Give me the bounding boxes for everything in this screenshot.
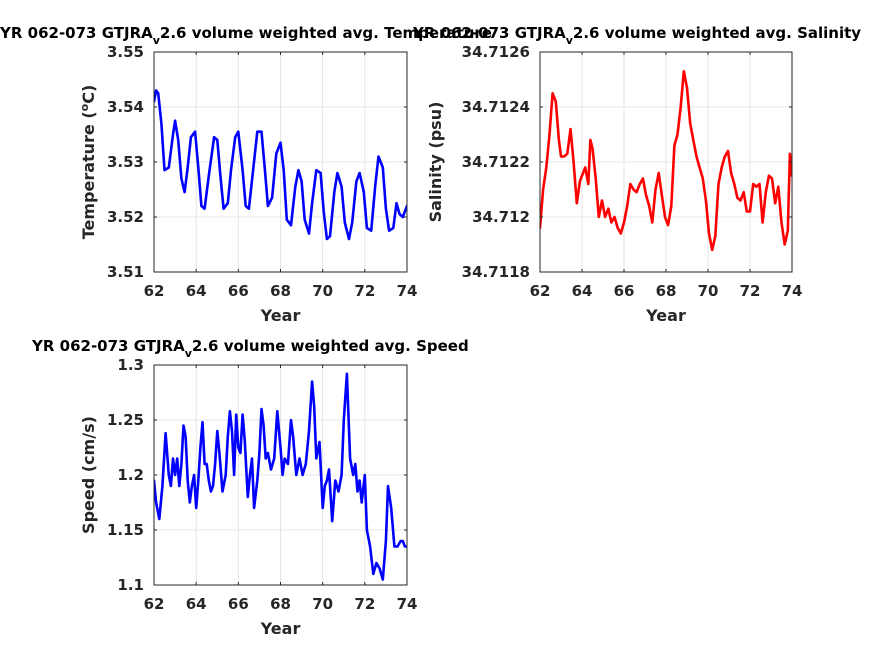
x-tick-label: 72	[354, 595, 375, 613]
y-axis-label: Speed (cm/s)	[79, 416, 98, 534]
y-tick-label: 3.52	[107, 208, 144, 226]
y-tick-label: 34.7126	[462, 43, 530, 61]
y-tick-label: 3.55	[107, 43, 144, 61]
x-tick-label: 74	[782, 282, 803, 300]
chart-panel-1: 62 64 66 68 70 72 74 3.51 3.52 3.53 3.54 3.55 Year Te…	[0, 24, 492, 325]
x-tick-label: 66	[228, 595, 249, 613]
chart-panel-2: 62 64 66 68 70 72 74 34.7118 34.712 34.7122 34.712…	[412, 24, 861, 325]
y-tick-label: 34.7124	[462, 98, 530, 116]
chart-title: YR 062-073 GTJRAv2.6 volume weighted avg…	[412, 24, 861, 47]
series-line	[154, 89, 407, 241]
y-tick-label: 3.54	[107, 98, 144, 116]
y-tick-label: 34.7122	[462, 153, 530, 171]
y-tick-label: 1.15	[107, 521, 144, 539]
y-axis-label: Salinity (psu)	[426, 102, 445, 223]
y-tick-label: 1.2	[117, 466, 144, 484]
x-tick-label: 64	[186, 282, 207, 300]
x-tick-label: 66	[228, 282, 249, 300]
chart-title: YR 062-073 GTJRAv2.6 volume weighted avg…	[31, 337, 469, 360]
x-axis-label: Year	[645, 306, 686, 325]
y-tick-label: 3.53	[107, 153, 144, 171]
x-tick-label: 72	[354, 282, 375, 300]
y-tick-label: 1.3	[117, 356, 144, 374]
x-axis-label: Year	[260, 619, 301, 638]
series-line	[540, 70, 792, 252]
x-tick-label: 68	[656, 282, 677, 300]
x-tick-label: 70	[312, 282, 333, 300]
x-tick-label: 74	[397, 282, 418, 300]
x-axis-label: Year	[260, 306, 301, 325]
x-tick-label: 72	[740, 282, 761, 300]
x-tick-label: 62	[144, 595, 165, 613]
chart-panel-3: 62 64 66 68 70 72 74 1.1 1.15 1.2 1.25 1.3 Year Speed…	[31, 337, 469, 638]
series-line	[154, 372, 407, 581]
y-tick-label: 3.51	[107, 263, 144, 281]
y-tick-label: 1.25	[107, 411, 144, 429]
x-tick-label: 70	[312, 595, 333, 613]
x-tick-label: 68	[270, 282, 291, 300]
y-tick-label: 34.712	[472, 208, 530, 226]
chart-title: YR 062-073 GTJRAv2.6 volume weighted avg…	[0, 24, 492, 47]
x-tick-label: 66	[614, 282, 635, 300]
x-tick-label: 68	[270, 595, 291, 613]
x-tick-label: 70	[698, 282, 719, 300]
x-tick-label: 64	[186, 595, 207, 613]
y-axis-label: Temperature (oC)	[78, 85, 98, 240]
x-tick-label: 74	[397, 595, 418, 613]
y-tick-label: 34.7118	[462, 263, 530, 281]
x-tick-label: 64	[572, 282, 593, 300]
x-tick-label: 62	[530, 282, 551, 300]
x-tick-label: 62	[144, 282, 165, 300]
y-tick-label: 1.1	[117, 576, 144, 594]
